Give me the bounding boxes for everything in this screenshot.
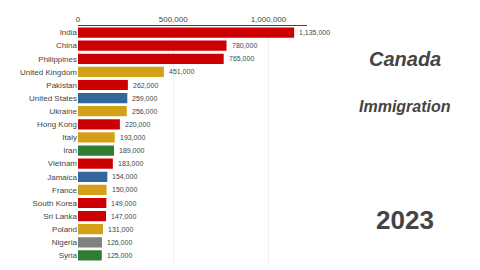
svg-text:Iran: Iran [63,146,77,155]
svg-text:United Kingdom: United Kingdom [20,68,77,77]
svg-text:193,000: 193,000 [120,134,145,141]
svg-text:256,000: 256,000 [132,108,157,115]
svg-text:France: France [52,186,77,195]
svg-text:Canada: Canada [369,48,441,70]
svg-text:150,000: 150,000 [112,186,137,193]
svg-text:126,000: 126,000 [107,239,132,246]
svg-text:262,000: 262,000 [133,82,158,89]
svg-text:125,000: 125,000 [107,252,132,259]
svg-text:220,000: 220,000 [125,121,150,128]
svg-text:Italy: Italy [62,133,77,142]
svg-text:147,000: 147,000 [111,213,136,220]
svg-text:Ukraine: Ukraine [49,107,77,116]
svg-text:China: China [56,41,77,50]
svg-text:Immigration: Immigration [359,98,451,115]
svg-text:Jamaica: Jamaica [47,173,77,182]
svg-text:154,000: 154,000 [112,173,137,180]
svg-text:Poland: Poland [52,225,77,234]
svg-text:Hong Kong: Hong Kong [37,120,77,129]
svg-text:2023: 2023 [376,205,434,235]
svg-text:149,000: 149,000 [111,200,136,207]
svg-text:Syria: Syria [59,251,78,260]
svg-text:189,000: 189,000 [119,147,144,154]
svg-text:Sri Lanka: Sri Lanka [43,212,77,221]
svg-text:451,000: 451,000 [169,68,194,75]
svg-text:Vietnam: Vietnam [48,159,78,168]
svg-text:India: India [60,28,78,37]
svg-text:South Korea: South Korea [33,199,78,208]
svg-text:183,000: 183,000 [118,160,143,167]
svg-text:259,000: 259,000 [132,95,157,102]
svg-text:500,000: 500,000 [159,15,188,24]
svg-text:780,000: 780,000 [232,42,257,49]
svg-text:1,135,000: 1,135,000 [299,29,330,36]
svg-text:Philippines: Philippines [38,55,77,64]
svg-text:Nigeria: Nigeria [52,238,78,247]
svg-text:765,000: 765,000 [229,55,254,62]
svg-text:131,000: 131,000 [108,226,133,233]
svg-text:Pakistan: Pakistan [46,81,77,90]
svg-text:1,000,000: 1,000,000 [251,15,287,24]
svg-text:0: 0 [76,15,81,24]
svg-text:United States: United States [29,94,77,103]
